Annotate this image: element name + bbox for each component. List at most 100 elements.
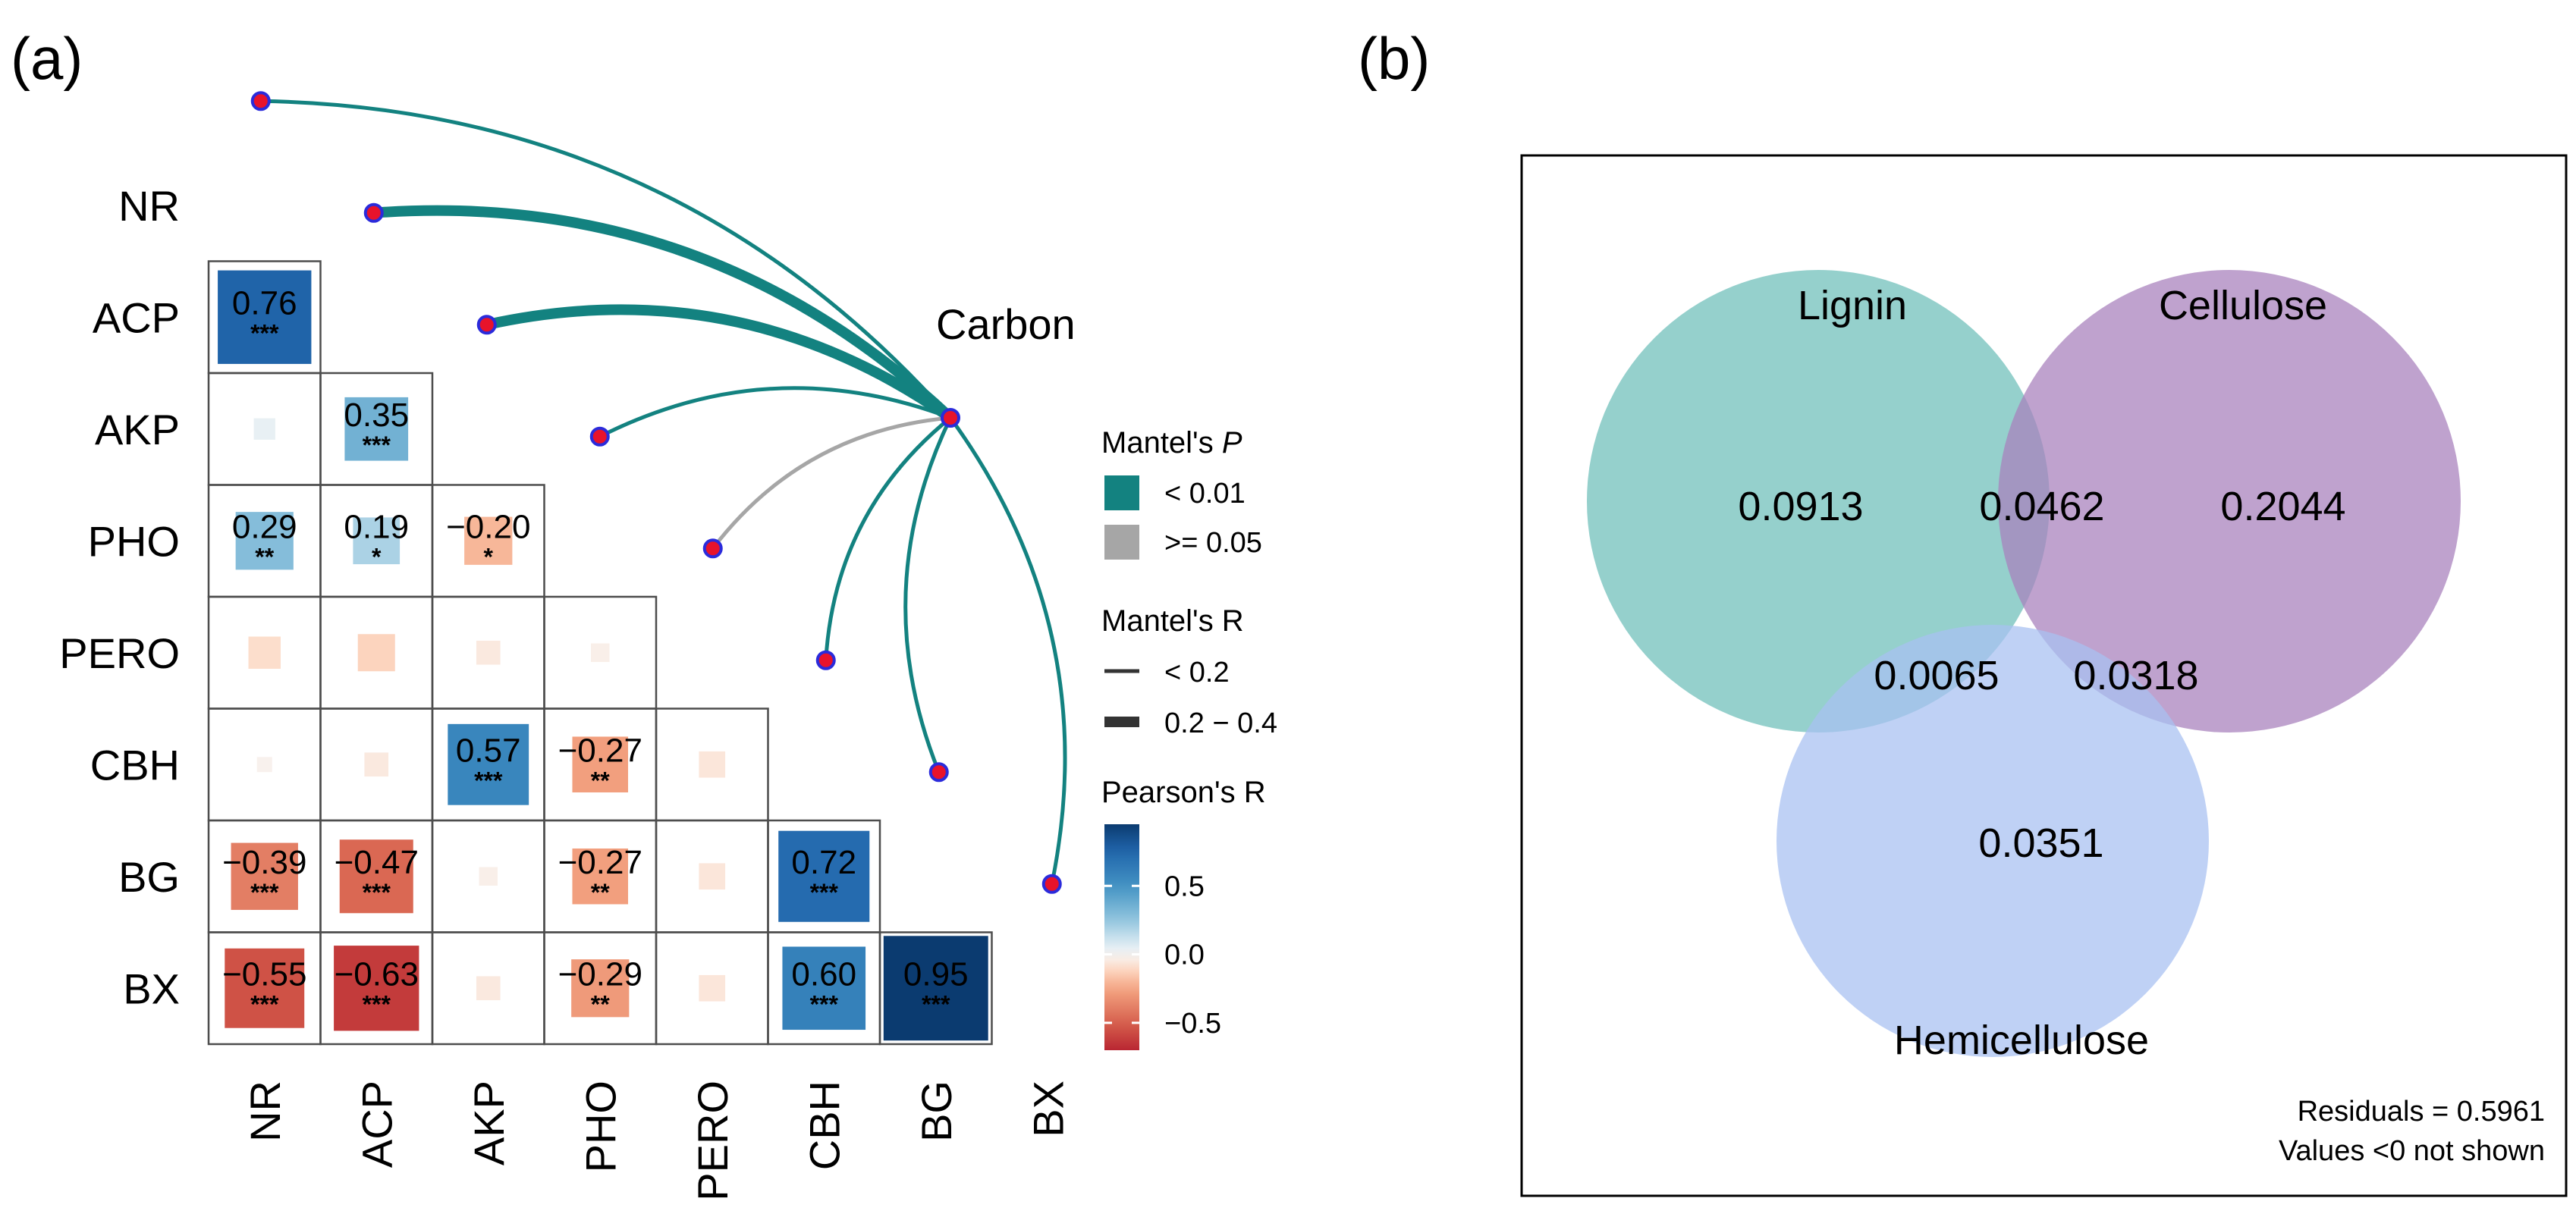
column-label: ACP: [353, 1081, 401, 1168]
venn-value-lignin: 0.0913: [1738, 484, 1863, 529]
correlation-value: 0.60: [791, 955, 856, 993]
correlation-square: [476, 976, 501, 1001]
correlation-square: [699, 974, 726, 1002]
correlation-significance: ***: [363, 431, 391, 459]
correlation-cell: −0.63***: [334, 946, 419, 1031]
correlation-square: [699, 751, 726, 778]
correlation-value: 0.57: [456, 732, 521, 769]
correlation-significance: ***: [250, 879, 279, 906]
row-label: BG: [118, 853, 180, 901]
correlation-cells: 0.76***0.35***0.29**0.19*−0.20*0.57***−0…: [218, 270, 988, 1041]
correlation-square: [479, 867, 498, 886]
correlation-cell: [479, 867, 498, 886]
colorbar-tick-label: −0.5: [1164, 1008, 1221, 1040]
correlation-cell: −0.27**: [558, 732, 642, 794]
colorbar-tick-label: 0.5: [1164, 871, 1205, 902]
correlation-value: 0.35: [344, 397, 409, 434]
mantel-link: [481, 304, 956, 423]
colorbar-ticks: 0.5 0.0 −0.5: [1104, 871, 1221, 1040]
correlation-square: [334, 946, 419, 1031]
correlation-value: −0.63: [335, 955, 419, 993]
correlation-square: [778, 830, 870, 922]
correlation-square: [357, 634, 395, 672]
mantel-source-node: [941, 408, 960, 428]
correlation-cell: 0.35***: [344, 397, 409, 461]
correlation-significance: **: [591, 767, 610, 794]
correlation-value: −0.47: [335, 844, 419, 881]
correlation-value: −0.39: [222, 844, 306, 881]
correlation-significance: *: [484, 543, 494, 570]
venn-set-label-cellulose: Cellulose: [2159, 283, 2327, 328]
correlation-square: [448, 723, 529, 805]
venn-value-hemicellulose: 0.0351: [1978, 820, 2103, 866]
correlation-mantel-chart: 0.76***0.35***0.29**0.19*−0.20*0.57***−0…: [59, 91, 1277, 1201]
venn-circle-cellulose: [1998, 270, 2461, 732]
mantel-node: [928, 762, 949, 783]
correlation-grid: [207, 260, 993, 1046]
correlation-significance: ***: [250, 990, 279, 1018]
column-label: NR: [241, 1081, 289, 1142]
venn-value-cellulose: 0.2044: [2220, 484, 2345, 529]
correlation-cell: [699, 863, 726, 890]
correlation-square: [225, 948, 305, 1028]
correlation-value: −0.20: [446, 508, 530, 545]
correlation-value: −0.55: [222, 955, 306, 993]
correlation-cell: [699, 974, 726, 1002]
correlation-significance: ***: [474, 767, 503, 794]
mantel-node: [476, 315, 497, 335]
legend-p-label-sig: < 0.01: [1164, 478, 1246, 510]
correlation-cell: −0.55***: [222, 948, 306, 1028]
correlation-cell: −0.47***: [335, 839, 419, 914]
correlation-cell: −0.20*: [446, 508, 530, 570]
row-label: PERO: [59, 629, 180, 677]
correlation-cell: 0.60***: [782, 946, 866, 1030]
grid-cell: [878, 931, 993, 1046]
legend-mantel-r-title: Mantel's R: [1101, 604, 1244, 638]
row-label: AKP: [95, 406, 180, 453]
correlation-cell: 0.72***: [778, 830, 870, 922]
legend-r-label-small: < 0.2: [1164, 657, 1230, 689]
panel-a-label: (a): [11, 25, 83, 92]
correlation-square: [590, 643, 610, 663]
column-label: AKP: [465, 1081, 513, 1165]
correlation-significance: **: [255, 543, 274, 570]
correlation-square: [353, 517, 401, 565]
correlation-square: [364, 752, 389, 777]
correlation-cell: 0.19*: [344, 508, 409, 570]
mantel-node: [589, 426, 610, 447]
correlation-square: [699, 863, 726, 890]
correlation-cell: 0.76***: [218, 270, 312, 364]
row-label: CBH: [90, 741, 180, 789]
correlation-significance: ***: [363, 990, 391, 1018]
column-label: PERO: [689, 1081, 737, 1201]
legend-pearson-title: Pearson's R: [1101, 776, 1266, 809]
correlation-square: [571, 959, 630, 1018]
legend: Mantel's P < 0.01 >= 0.05 Mantel's R < 0…: [1101, 426, 1277, 1050]
mantel-link: [259, 99, 953, 420]
correlation-cell: [364, 752, 389, 777]
venn-frame: [1520, 154, 2568, 1197]
correlation-cell: −0.39***: [222, 842, 306, 910]
row-labels: NR ACP AKP PHO PERO CBH BG BX: [59, 182, 180, 1013]
correlation-significance: ***: [810, 879, 839, 906]
mantel-link: [598, 386, 953, 439]
legend-p-swatch-sig: [1104, 475, 1139, 510]
row-label: ACP: [93, 293, 180, 341]
correlation-cell: [476, 976, 501, 1001]
row-label: NR: [118, 182, 180, 230]
correlation-value: 0.76: [232, 284, 297, 322]
correlation-significance: ***: [250, 319, 279, 347]
correlation-cell: −0.29**: [558, 955, 642, 1018]
correlation-value: −0.27: [558, 732, 642, 769]
correlation-cell: 0.95***: [883, 936, 988, 1041]
correlation-square: [256, 757, 272, 773]
column-labels: NR ACP AKP PHO PERO CBH BG BX: [241, 1081, 1073, 1201]
correlation-cell: [256, 757, 272, 773]
venn-set-label-lignin: Lignin: [1798, 283, 1907, 328]
mantel-node: [363, 202, 384, 223]
correlation-significance: ***: [810, 990, 839, 1018]
legend-p-label-ns: >= 0.05: [1164, 527, 1262, 559]
venn-diagram: Lignin Cellulose Hemicellulose 0.0913 0.…: [1520, 154, 2568, 1197]
correlation-significance: **: [591, 990, 610, 1018]
correlation-square: [339, 839, 413, 914]
